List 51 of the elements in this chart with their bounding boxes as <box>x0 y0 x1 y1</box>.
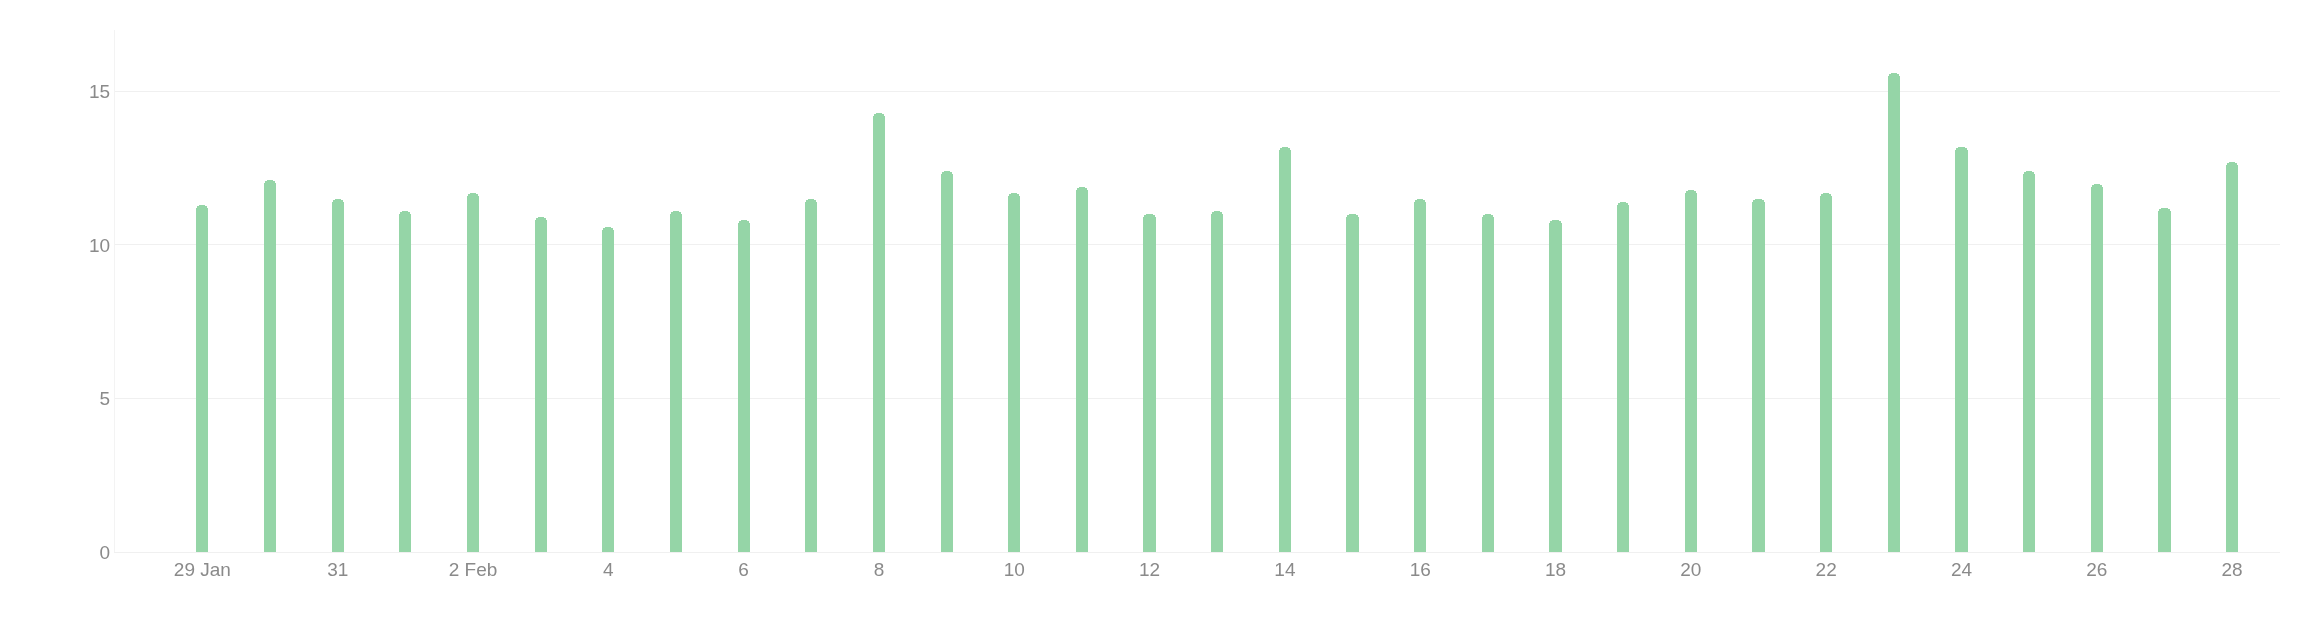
bar <box>941 171 953 552</box>
bar <box>1482 214 1494 552</box>
bar <box>1549 220 1562 552</box>
x-tick-label: 6 <box>738 558 749 580</box>
bar <box>805 199 817 552</box>
bar <box>738 220 750 552</box>
bar <box>2226 162 2238 552</box>
bar <box>1414 199 1426 552</box>
bar <box>1955 147 1968 552</box>
x-tick-label: 16 <box>1409 558 1431 580</box>
x-tick-label: 10 <box>1003 558 1025 580</box>
bar <box>399 211 411 552</box>
bar <box>1820 193 1832 552</box>
x-tick-label: 14 <box>1274 558 1296 580</box>
x-tick-label: 4 <box>603 558 615 580</box>
x-tick-label: 12 <box>1139 558 1161 580</box>
y-tick-label: 15 <box>89 81 111 103</box>
bar <box>1143 214 1156 552</box>
bar <box>1617 202 1629 552</box>
x-tick-label: 28 <box>2221 558 2243 580</box>
bar <box>332 199 344 552</box>
x-tick-label: 26 <box>2086 558 2108 580</box>
x-tick-label: 20 <box>1680 558 1702 580</box>
bar <box>264 180 276 552</box>
x-tick-label: 22 <box>1815 558 1837 580</box>
bar <box>535 217 547 552</box>
x-tick-label: 2 Feb <box>448 558 498 580</box>
bar <box>1076 187 1088 552</box>
bar <box>1346 214 1359 552</box>
y-tick-label: 0 <box>99 541 111 563</box>
x-tick-label: 24 <box>1950 558 1973 580</box>
bar <box>1685 190 1697 552</box>
bar <box>2091 184 2103 552</box>
x-tick-label: 31 <box>327 558 349 580</box>
bar <box>602 227 614 552</box>
bar <box>1279 147 1291 552</box>
y-tick-label: 5 <box>99 388 111 410</box>
x-tick-label: 8 <box>873 558 885 580</box>
bar <box>1008 193 1020 552</box>
bar <box>467 193 479 552</box>
bar <box>670 211 682 552</box>
bar <box>2023 171 2035 552</box>
bar <box>2158 208 2171 552</box>
x-tick-label: 29 Jan <box>173 558 231 580</box>
bar <box>1888 73 1900 552</box>
bar <box>1752 199 1765 552</box>
y-tick-label: 10 <box>89 234 111 256</box>
bar <box>1211 211 1223 552</box>
bar <box>196 205 208 552</box>
x-tick-label: 18 <box>1544 558 1567 580</box>
bar <box>873 113 885 552</box>
